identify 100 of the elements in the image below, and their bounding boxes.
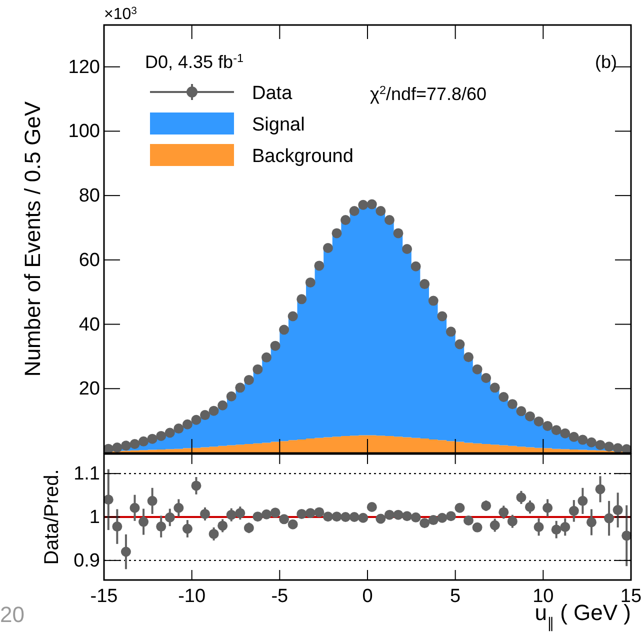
- point: [349, 512, 360, 522]
- point: [261, 352, 272, 362]
- point: [147, 496, 158, 506]
- point: [182, 524, 192, 534]
- point: [208, 528, 219, 539]
- point: [252, 512, 263, 522]
- point: [147, 434, 158, 444]
- point: [604, 513, 614, 524]
- y-tick-label: 100: [68, 121, 100, 142]
- point: [270, 340, 280, 351]
- point: [340, 215, 351, 226]
- point: [524, 411, 535, 422]
- annotation: D0, 4.35 fb$^{-1}$: [145, 52, 244, 72]
- point: [270, 508, 280, 518]
- text: 20: [0, 602, 24, 627]
- point: [402, 244, 412, 254]
- point: [586, 517, 596, 528]
- point: [568, 506, 579, 516]
- point: [507, 399, 518, 410]
- point: [226, 391, 236, 402]
- point: [446, 326, 456, 337]
- point: [428, 515, 438, 526]
- x-tick-label: -10: [178, 586, 206, 607]
- point: [156, 522, 166, 532]
- point: [296, 294, 307, 304]
- point: [288, 311, 298, 322]
- point: [612, 443, 623, 454]
- point: [420, 518, 430, 528]
- point: [446, 511, 456, 522]
- point: [252, 364, 263, 374]
- y-tick-label: 1: [89, 507, 100, 528]
- y-axis-title: Number of Events / 0.5 GeV: [20, 101, 45, 377]
- point: [218, 520, 228, 531]
- point: [551, 425, 562, 436]
- point: [112, 522, 122, 532]
- point: [200, 410, 210, 420]
- point: [376, 514, 386, 524]
- point: [595, 484, 606, 494]
- point: [498, 507, 509, 518]
- point: [604, 442, 614, 452]
- point: [138, 436, 149, 446]
- point: [130, 438, 140, 449]
- point: [568, 432, 579, 442]
- point: [472, 522, 482, 532]
- point: [542, 502, 553, 513]
- point: [464, 352, 474, 362]
- point: [384, 510, 394, 520]
- point: [305, 508, 316, 518]
- point: [174, 424, 184, 434]
- point: [410, 512, 421, 522]
- point: [622, 530, 632, 541]
- point: [296, 508, 307, 519]
- point: [586, 437, 596, 448]
- point: [208, 406, 219, 416]
- point: [244, 374, 254, 385]
- point: [244, 522, 254, 533]
- point: [314, 507, 324, 518]
- point: [366, 199, 377, 210]
- x-tick-label: 5: [450, 586, 461, 607]
- point: [437, 512, 448, 523]
- point: [279, 514, 290, 524]
- point: [490, 520, 500, 530]
- y-axis-title: Data/Pred.: [41, 469, 63, 565]
- legend-label: Data: [252, 83, 293, 104]
- point: [218, 400, 228, 410]
- y-tick-label: 120: [68, 56, 100, 78]
- x-tick-label: 10: [532, 586, 554, 607]
- point: [454, 339, 465, 350]
- point: [551, 524, 562, 535]
- point: [279, 324, 290, 335]
- y-tick-label: 1.1: [74, 464, 100, 485]
- legend-label: Background: [252, 146, 354, 167]
- point: [226, 510, 236, 520]
- point: [191, 480, 202, 491]
- point: [384, 215, 394, 226]
- point: [130, 502, 140, 513]
- point: [402, 511, 412, 522]
- annotation: χ$^{2}$/ndf=77.8/60: [370, 84, 487, 104]
- point: [340, 512, 351, 522]
- point: [481, 373, 492, 384]
- point: [235, 508, 246, 518]
- point: [322, 243, 333, 254]
- point: [454, 502, 465, 513]
- point: [349, 206, 360, 216]
- point: [314, 260, 324, 271]
- point: [112, 442, 122, 453]
- text: ×10$^{3}$: [104, 6, 138, 23]
- y-tick-label: 60: [78, 250, 100, 271]
- point: [428, 296, 438, 306]
- point: [164, 512, 175, 522]
- point: [261, 509, 272, 520]
- point: [138, 516, 149, 527]
- point: [481, 500, 492, 511]
- point: [534, 416, 544, 426]
- point: [524, 502, 535, 512]
- point: [498, 392, 509, 402]
- point: [191, 414, 202, 425]
- point: [322, 512, 333, 522]
- x-tick-label: -5: [271, 586, 288, 607]
- point: [120, 546, 131, 557]
